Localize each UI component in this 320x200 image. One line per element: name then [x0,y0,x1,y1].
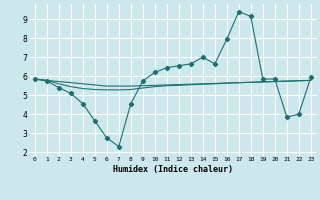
X-axis label: Humidex (Indice chaleur): Humidex (Indice chaleur) [113,165,233,174]
